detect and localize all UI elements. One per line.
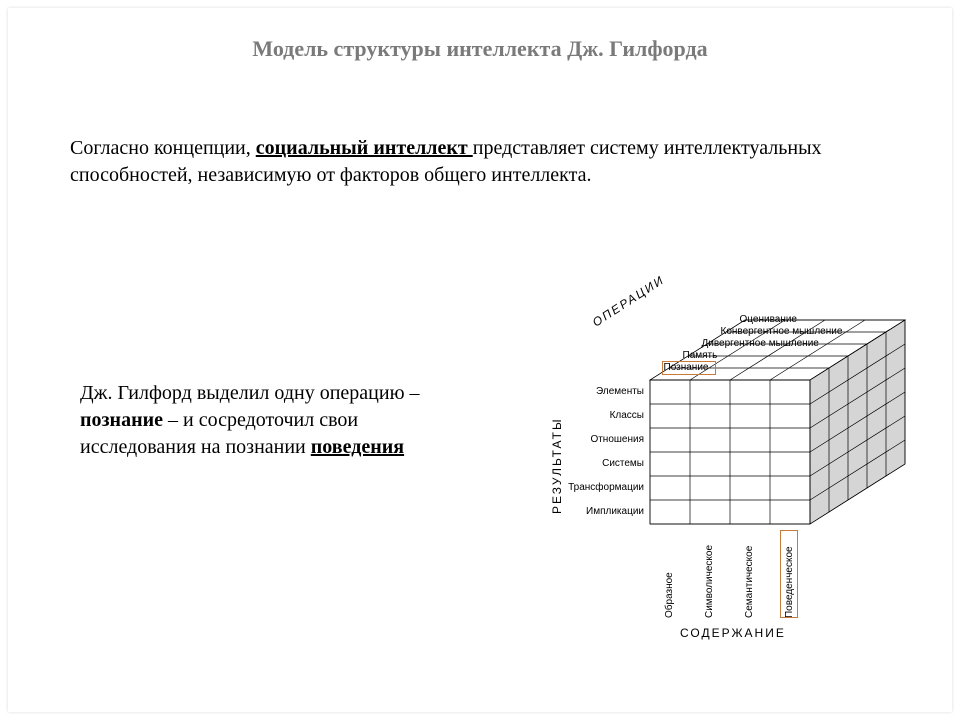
operation-label: Память xyxy=(683,350,718,361)
paragraph-1: Согласно концепции, социальный интеллект… xyxy=(70,135,890,189)
content-label: Семантическое xyxy=(744,532,755,618)
highlight-cognition xyxy=(662,361,716,375)
axis-results: РЕЗУЛЬТАТЫ xyxy=(550,390,564,514)
operation-label: Оценивание xyxy=(740,314,798,325)
page-title: Модель структуры интеллекта Дж. Гилфорда xyxy=(0,36,960,62)
operation-label: Конвергентное мышление xyxy=(721,326,843,337)
p2-d: поведения xyxy=(311,436,404,458)
result-label: Трансформации xyxy=(568,482,644,493)
p1-bold: социальный интеллект xyxy=(256,137,473,159)
content-label: Символическое xyxy=(704,532,715,618)
p2-b: познание xyxy=(80,409,163,431)
result-label: Импликации xyxy=(586,506,644,517)
p1-pre: Согласно концепции, xyxy=(70,137,256,159)
highlight-behavioral xyxy=(780,530,798,618)
result-label: Системы xyxy=(602,458,644,469)
content-label: Образное xyxy=(664,532,675,618)
guilford-cube-diagram: ОцениваниеКонвергентное мышлениеДиверген… xyxy=(480,270,950,700)
result-label: Отношения xyxy=(590,434,644,445)
operation-label: Дивергентное мышление xyxy=(702,338,819,349)
result-label: Элементы xyxy=(596,386,644,397)
axis-content: СОДЕРЖАНИЕ xyxy=(680,626,786,640)
result-label: Классы xyxy=(610,410,644,421)
paragraph-2: Дж. Гилфорд выделил одну операцию – позн… xyxy=(80,380,460,461)
p2-a: Дж. Гилфорд выделил одну операцию – xyxy=(80,382,420,404)
